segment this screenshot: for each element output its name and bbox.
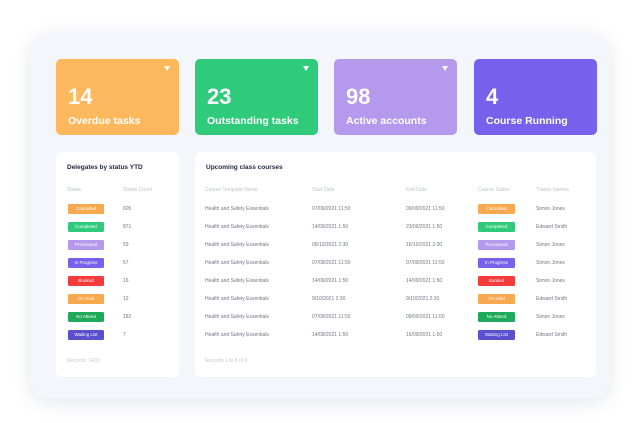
course-name[interactable]: Health and Safety Essentials (205, 206, 269, 212)
card-value: 23 (207, 84, 232, 109)
card-active-accounts[interactable]: 98 Active accounts (334, 59, 457, 135)
status-badge: Booked (478, 276, 515, 286)
status-count: 57 (123, 260, 129, 266)
card-label: Overdue tasks (68, 115, 141, 127)
records-count: Records 1 to 8 of 8 (205, 358, 248, 364)
card-value: 98 (346, 84, 371, 109)
start-date: 14/09/2021 1:50 (312, 332, 349, 338)
card-outstanding-tasks[interactable]: 23 Outstanding tasks (195, 59, 318, 135)
trainer-name: Simon Jones (536, 278, 565, 284)
end-date: 16/10/2021 2:30 (406, 242, 443, 248)
card-label: Course Running (486, 115, 568, 127)
status-badge: Booked (68, 276, 104, 286)
caret-down-icon[interactable] (164, 66, 170, 71)
status-badge: Provisional (68, 240, 104, 250)
start-date: 07/09/2021 11:50 (312, 314, 351, 320)
end-date: 07/09/2021 11:50 (406, 260, 445, 266)
status-count: 7 (123, 332, 126, 338)
course-name[interactable]: Health and Safety Essentials (205, 332, 269, 338)
courses-panel: Upcoming class courses Course Template N… (195, 152, 596, 377)
column-header-status-count[interactable]: Status Count (123, 187, 152, 193)
status-badge: No Attend (68, 312, 104, 322)
column-header-start-date[interactable]: Start Date (312, 187, 335, 193)
column-header-status[interactable]: Status (67, 187, 82, 193)
column-header-trainer-names[interactable]: Trainer Names (536, 187, 569, 193)
status-badge: Cancelled (68, 204, 104, 214)
end-date: 9/10/2021 2:30 (406, 296, 440, 302)
column-header-course-status[interactable]: Course Status (478, 187, 510, 193)
status-count: 12 (123, 296, 129, 302)
card-value: 14 (68, 84, 93, 109)
trainer-name: Edward Smith (536, 296, 568, 302)
status-badge: In Progress (68, 258, 104, 268)
status-badge: Waiting List (68, 330, 104, 340)
status-count: 871 (123, 224, 132, 230)
records-count: Records: 1403 (67, 358, 100, 364)
card-value: 4 (486, 84, 499, 109)
status-count: 182 (123, 314, 132, 320)
course-name[interactable]: Health and Safety Essentials (205, 296, 269, 302)
status-count: 16 (123, 278, 129, 284)
trainer-name: Simon Jones (536, 260, 565, 266)
panel-title: Delegates by status YTD (67, 164, 143, 171)
caret-down-icon[interactable] (442, 66, 448, 71)
status-badge: Completed (68, 222, 104, 232)
start-date: 14/09/2021 1:50 (312, 224, 349, 230)
column-header-end-date[interactable]: End Date (406, 187, 427, 193)
course-name[interactable]: Health and Safety Essentials (205, 278, 269, 284)
end-date: 16/09/2021 1:50 (406, 332, 443, 338)
start-date: 07/09/2021 11:50 (312, 206, 351, 212)
end-date: 09/09/2021 11:50 (406, 206, 445, 212)
status-badge: Completed (478, 222, 515, 232)
status-badge: In Progress (478, 258, 515, 268)
course-name[interactable]: Health and Safety Essentials (205, 314, 269, 320)
status-badge: Provisional (478, 240, 515, 250)
trainer-name: Edward Smith (536, 332, 568, 338)
panel-title: Upcoming class courses (206, 164, 283, 171)
delegates-panel: Delegates by status YTD Status Status Co… (56, 152, 179, 377)
end-date: 09/09/2021 11:50 (406, 314, 445, 320)
status-badge: No Attend (478, 312, 515, 322)
card-label: Active accounts (346, 115, 427, 127)
card-label: Outstanding tasks (207, 115, 299, 127)
card-overdue-tasks[interactable]: 14 Overdue tasks (56, 59, 179, 135)
status-badge: Waiting List (478, 330, 515, 340)
status-badge: On Hold (68, 294, 104, 304)
start-date: 09/10/2021 2:30 (312, 242, 349, 248)
course-name[interactable]: Health and Safety Essentials (205, 260, 269, 266)
course-name[interactable]: Health and Safety Essentials (205, 224, 269, 230)
start-date: 07/09/2021 11:50 (312, 260, 351, 266)
end-date: 14/09/2021 1:50 (406, 278, 443, 284)
trainer-name: Simon Jones (536, 314, 565, 320)
end-date: 23/09/2021 1:50 (406, 224, 443, 230)
trainer-name: Simon Jones (536, 242, 565, 248)
trainer-name: Edward Smith (536, 224, 568, 230)
course-name[interactable]: Health and Safety Essentials (205, 242, 269, 248)
status-badge: Cancelled (478, 204, 515, 214)
trainer-name: Simon Jones (536, 206, 565, 212)
status-count: 605 (123, 206, 132, 212)
caret-down-icon[interactable] (303, 66, 309, 71)
card-course-running[interactable]: 4 Course Running (474, 59, 597, 135)
column-header-course-template[interactable]: Course Template Name (205, 187, 258, 193)
status-count: 59 (123, 242, 129, 248)
start-date: 9/10/2021 2:30 (312, 296, 346, 302)
start-date: 14/09/2021 1:50 (312, 278, 349, 284)
status-badge: On Hold (478, 294, 515, 304)
